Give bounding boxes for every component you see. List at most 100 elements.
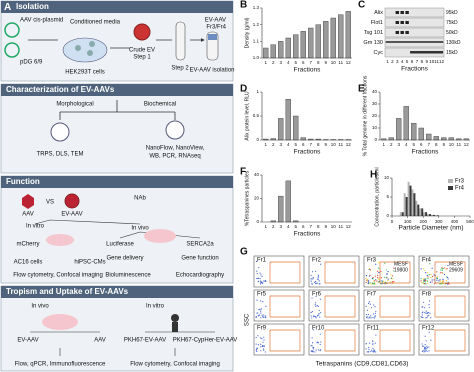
legend-swatch — [448, 179, 453, 183]
flow-dot — [262, 316, 264, 318]
x-tick-label: 6 — [420, 142, 423, 147]
flow-dot — [425, 349, 427, 351]
schematic-label: VS — [46, 200, 54, 206]
hist-bar — [403, 193, 406, 216]
flow-dot — [423, 282, 426, 285]
flow-dot — [315, 317, 317, 319]
bar — [315, 24, 321, 59]
gate — [269, 329, 301, 352]
plot-note: 19800 — [394, 267, 408, 273]
blot-row-label: Flot1 — [371, 20, 383, 26]
section-box — [0, 0, 234, 82]
flow-dot — [374, 280, 376, 282]
flow-dot — [319, 298, 321, 300]
flow-dot — [262, 300, 264, 303]
blot-strip — [384, 17, 445, 28]
flow-dot — [312, 348, 315, 350]
flow-dot — [425, 272, 427, 274]
flow-dot — [378, 281, 380, 283]
hist-bar — [436, 215, 439, 216]
section-box — [0, 83, 234, 174]
flow-dot — [256, 272, 258, 275]
x-tick-label: 12 — [346, 60, 352, 65]
bar — [388, 137, 394, 141]
flow-plot — [253, 289, 305, 322]
flow-dot — [375, 310, 377, 313]
flow-dot — [368, 342, 371, 344]
flow-dot — [374, 306, 376, 308]
flow-dot — [311, 337, 313, 339]
flow-dot — [317, 274, 320, 276]
panel-letter: C — [358, 0, 365, 11]
flow-dot — [314, 270, 317, 272]
flow-dot — [319, 316, 321, 318]
flow-dot — [427, 272, 429, 274]
blot-band — [405, 11, 409, 14]
flow-dot — [312, 315, 315, 317]
flow-dot — [365, 277, 367, 280]
flow-plot — [308, 323, 360, 356]
flow-dot — [440, 269, 442, 271]
bar — [270, 44, 276, 59]
blot-marker: 15kD — [446, 50, 458, 56]
legend-label: Fr4 — [455, 186, 465, 192]
flow-dot — [257, 280, 259, 283]
flow-dot — [318, 314, 320, 316]
blot-band — [405, 31, 409, 34]
schematic-label: Flow cytometry, Confocal imaging — [130, 362, 220, 368]
flow-dot — [375, 334, 377, 336]
flow-dot — [255, 260, 258, 263]
panel-letter: F — [240, 167, 246, 178]
flow-dot — [260, 308, 263, 310]
x-tick-label: 7 — [309, 224, 312, 229]
flow-dot — [259, 308, 261, 310]
hist-bar — [425, 212, 428, 216]
x-tick-label: 10 — [331, 142, 337, 147]
flow-dot — [365, 348, 367, 350]
flow-dot — [373, 283, 375, 285]
flow-dot — [255, 315, 257, 318]
y-tick-label: 0.5 — [253, 113, 260, 118]
flow-dot — [422, 306, 424, 308]
blot-band — [395, 21, 400, 24]
blot-band — [405, 21, 409, 24]
flow-dot — [393, 280, 395, 283]
flow-dot — [366, 351, 368, 353]
flow-dot — [429, 312, 431, 315]
flow-dot — [265, 316, 267, 319]
flow-dot — [260, 312, 262, 314]
x-axis-label: Fractions — [294, 231, 321, 238]
flow-dot — [423, 280, 425, 282]
hist-bar — [415, 200, 418, 216]
flow-dot — [260, 337, 262, 339]
hist-bar — [421, 208, 424, 216]
flow-dot — [320, 312, 322, 314]
flow-dot — [319, 350, 321, 352]
x-tick-label: 8 — [317, 224, 320, 229]
flow-dot — [256, 270, 258, 272]
x-tick-label: 300 — [435, 219, 443, 224]
flow-dot — [320, 341, 322, 343]
flow-dot — [367, 313, 370, 316]
flow-dot — [373, 304, 375, 306]
plot-title: Fr11 — [367, 326, 380, 332]
flow-dot — [317, 279, 319, 281]
cell — [75, 45, 81, 51]
flow-dot — [422, 282, 424, 284]
flow-dot — [439, 280, 441, 282]
flow-dot — [255, 343, 257, 345]
hist-bar — [401, 212, 404, 216]
flow-dot — [393, 267, 395, 269]
flow-dot — [428, 312, 430, 314]
flow-dot — [421, 314, 424, 316]
y-tick-label: 1.3 — [253, 5, 260, 10]
lane-label: 12 — [439, 59, 445, 64]
flow-dot — [372, 316, 374, 319]
flow-dot — [387, 278, 389, 280]
flow-dot — [263, 314, 265, 316]
x-tick-label: 4 — [287, 142, 290, 147]
molecule-icon — [165, 120, 185, 140]
blot-strip — [384, 27, 445, 38]
cell — [89, 41, 95, 47]
